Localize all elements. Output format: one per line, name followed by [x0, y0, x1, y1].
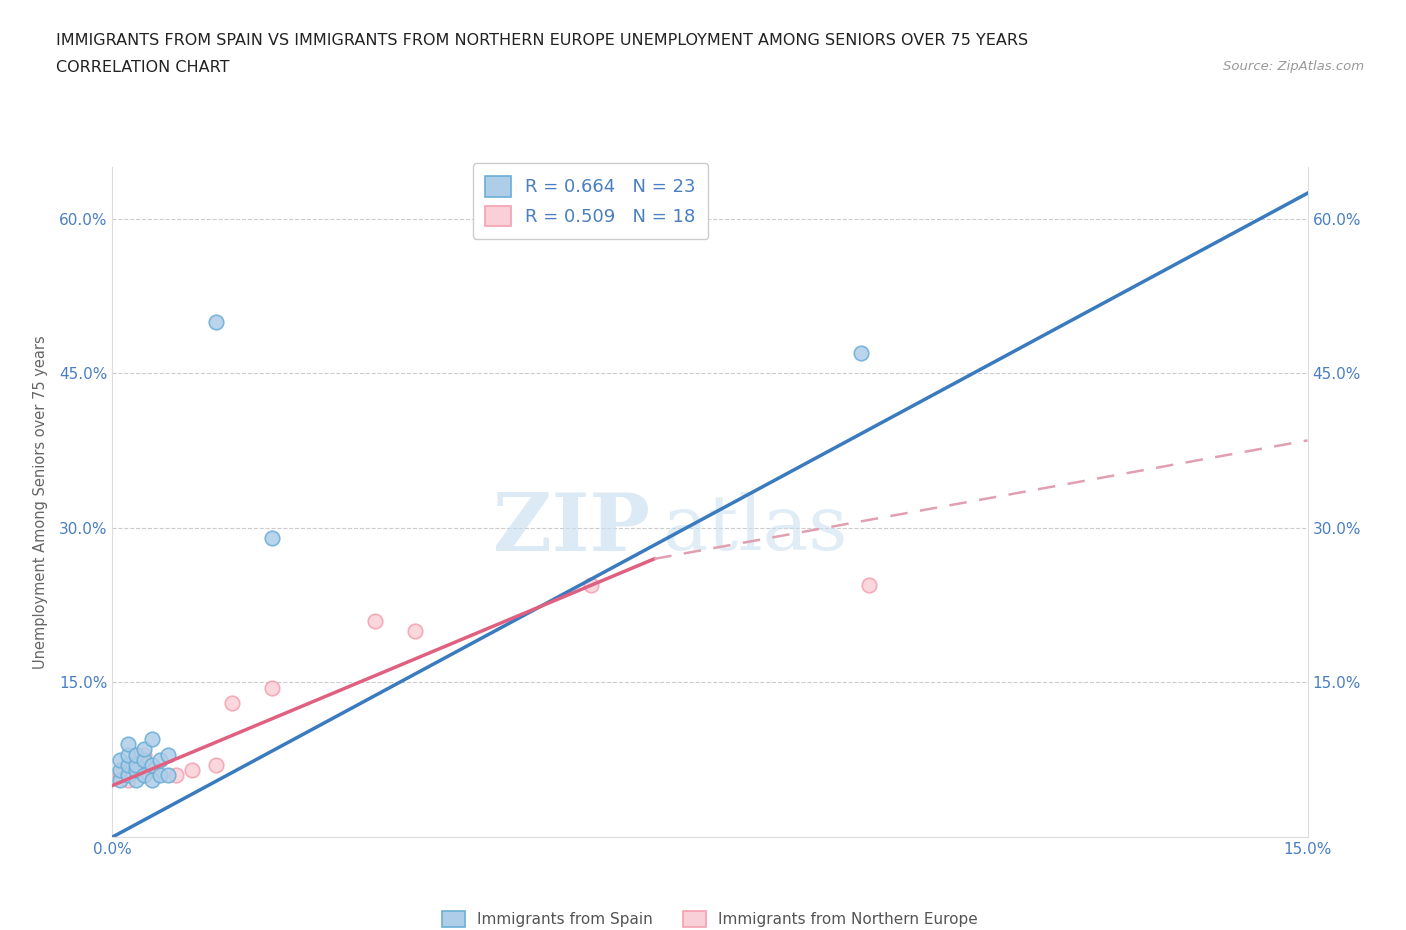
Point — [134, 768, 156, 783]
Point — [134, 757, 156, 772]
Point — [149, 752, 172, 767]
Point — [125, 747, 148, 762]
Point — [579, 578, 602, 592]
Text: IMMIGRANTS FROM SPAIN VS IMMIGRANTS FROM NORTHERN EUROPE UNEMPLOYMENT AMONG SENI: IMMIGRANTS FROM SPAIN VS IMMIGRANTS FROM… — [56, 33, 1028, 47]
Point — [125, 747, 148, 762]
Point — [117, 757, 139, 772]
Point — [117, 773, 139, 788]
Text: CORRELATION CHART: CORRELATION CHART — [56, 60, 229, 75]
Y-axis label: Unemployment Among Seniors over 75 years: Unemployment Among Seniors over 75 years — [32, 336, 48, 669]
Point — [141, 763, 163, 777]
Point — [110, 773, 132, 788]
Point — [851, 345, 873, 360]
Point — [125, 773, 148, 788]
Point — [149, 768, 172, 783]
Point — [117, 737, 139, 751]
Point — [110, 768, 132, 783]
Point — [125, 763, 148, 777]
Legend: Immigrants from Spain, Immigrants from Northern Europe: Immigrants from Spain, Immigrants from N… — [436, 905, 984, 930]
Point — [141, 757, 163, 772]
Point — [141, 732, 163, 747]
Point — [125, 757, 148, 772]
Point — [110, 763, 132, 777]
Point — [260, 680, 283, 695]
Point — [134, 747, 156, 762]
Point — [205, 757, 228, 772]
Point — [181, 763, 204, 777]
Point — [404, 623, 426, 638]
Point — [125, 763, 148, 777]
Point — [117, 768, 139, 783]
Point — [157, 747, 180, 762]
Point — [117, 757, 139, 772]
Point — [858, 578, 880, 592]
Point — [157, 768, 180, 783]
Point — [205, 314, 228, 329]
Point — [221, 696, 243, 711]
Text: ZIP: ZIP — [494, 490, 650, 568]
Point — [134, 742, 156, 757]
Point — [134, 768, 156, 783]
Point — [134, 752, 156, 767]
Point — [165, 768, 187, 783]
Point — [117, 747, 139, 762]
Point — [141, 773, 163, 788]
Point — [110, 752, 132, 767]
Text: Source: ZipAtlas.com: Source: ZipAtlas.com — [1223, 60, 1364, 73]
Text: atlas: atlas — [662, 492, 848, 566]
Point — [364, 613, 387, 628]
Point — [260, 531, 283, 546]
